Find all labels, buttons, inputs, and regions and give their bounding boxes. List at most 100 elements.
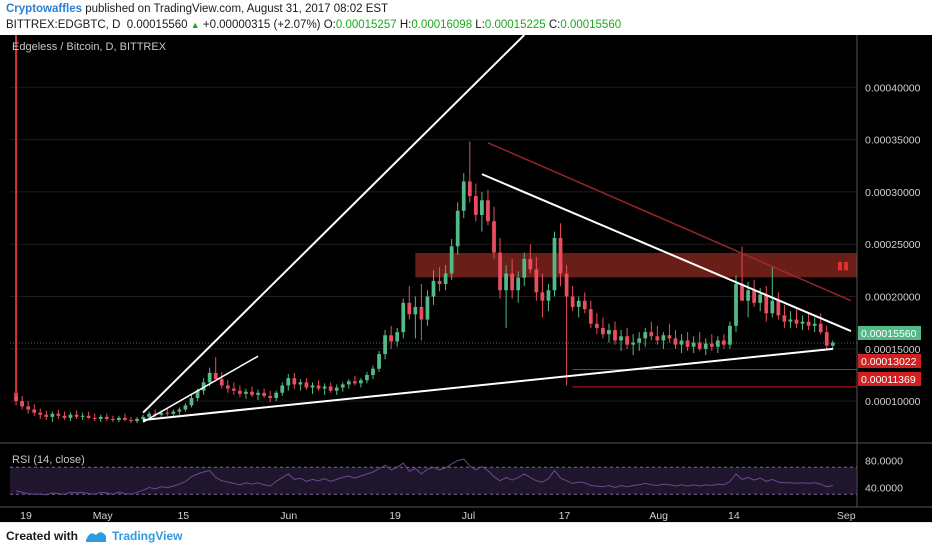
candle-body bbox=[340, 384, 345, 388]
candle-body bbox=[104, 416, 109, 419]
x-label-14: 14 bbox=[728, 510, 740, 522]
candle-body bbox=[280, 385, 285, 393]
candle-body bbox=[455, 210, 460, 247]
y-tick-label: 0.00025000 bbox=[865, 239, 921, 251]
candle-body bbox=[195, 390, 200, 399]
candle-body bbox=[625, 336, 629, 345]
support-trendline bbox=[142, 347, 833, 421]
x-label-aug: Aug bbox=[649, 510, 668, 522]
candle-body bbox=[504, 273, 508, 291]
candle-body bbox=[534, 269, 539, 293]
candle-body bbox=[649, 332, 654, 337]
candle-body bbox=[800, 321, 805, 324]
price-chart[interactable]: ▮▮ Edgeless / Bitcoin, D, BITTREX 0.0001… bbox=[0, 35, 932, 522]
candle-body bbox=[782, 315, 787, 322]
resistance-zone bbox=[415, 252, 857, 278]
candle-body bbox=[709, 343, 714, 347]
candle-body bbox=[480, 200, 484, 215]
candle-body bbox=[552, 237, 557, 291]
candle-body bbox=[582, 300, 587, 310]
drawn-trendlines bbox=[15, 35, 852, 423]
candle-body bbox=[655, 336, 660, 341]
rsi-band bbox=[10, 467, 857, 495]
candle-body bbox=[643, 332, 648, 339]
candle-body bbox=[165, 412, 170, 414]
candle-body bbox=[171, 411, 176, 414]
current-price-text: 0.00015560 bbox=[861, 328, 917, 340]
upper-channel-line bbox=[487, 142, 852, 302]
current-price-badge bbox=[858, 326, 921, 340]
rsi-tick-40: 40.0000 bbox=[865, 483, 903, 495]
candle-body bbox=[225, 385, 230, 389]
candle-body bbox=[92, 417, 97, 419]
y-tick-label: 0.00010000 bbox=[865, 396, 921, 408]
candle-body bbox=[328, 386, 333, 391]
level1-badge bbox=[858, 354, 921, 368]
candle-body bbox=[449, 246, 454, 274]
candle-body bbox=[528, 258, 533, 270]
candle-body bbox=[298, 382, 303, 385]
candle-body bbox=[431, 280, 436, 297]
candle-body bbox=[62, 415, 67, 418]
candle-body bbox=[570, 296, 575, 307]
symbol-text: BITTREX:EDGBTC, D bbox=[6, 19, 121, 31]
candle-body bbox=[147, 413, 152, 417]
candle-body bbox=[746, 290, 750, 301]
candle-body bbox=[601, 327, 605, 335]
candle-body bbox=[776, 300, 781, 316]
candle-body bbox=[703, 343, 708, 349]
falling-trendline bbox=[481, 173, 852, 332]
candle-body bbox=[564, 273, 569, 297]
candle-body bbox=[68, 414, 73, 418]
candle-body bbox=[437, 280, 442, 284]
candle-body bbox=[268, 395, 273, 399]
time-axis[interactable]: 19 May 15 Jun 19 Jul 17 Aug 14 Sep bbox=[20, 510, 856, 522]
tradingview-link[interactable]: TradingView bbox=[112, 529, 183, 543]
x-label-sep: Sep bbox=[837, 510, 856, 522]
candle-body bbox=[722, 340, 726, 345]
candle-body bbox=[661, 335, 666, 341]
candle-body bbox=[383, 335, 387, 355]
candle-body bbox=[594, 323, 599, 328]
candle-body bbox=[86, 415, 91, 418]
y-tick-label: 0.00015000 bbox=[865, 344, 921, 356]
candle-body bbox=[812, 323, 817, 326]
candles bbox=[14, 141, 835, 424]
low-label: L: bbox=[475, 19, 485, 31]
candle-body bbox=[588, 309, 593, 324]
published-text: published on TradingView.com, August 31,… bbox=[85, 3, 389, 15]
candle-body bbox=[201, 382, 206, 391]
candle-body bbox=[256, 392, 260, 395]
candle-body bbox=[117, 417, 121, 420]
candle-body bbox=[401, 302, 406, 333]
candle-body bbox=[673, 338, 678, 345]
candle-body bbox=[123, 417, 127, 420]
candle-body bbox=[359, 380, 363, 384]
rsi-tick-80: 80.0000 bbox=[865, 456, 903, 468]
candle-body bbox=[80, 415, 85, 417]
y-tick-label: 0.00030000 bbox=[865, 187, 921, 199]
chart-title: Edgeless / Bitcoin, D, BITTREX bbox=[12, 41, 167, 53]
candle-body bbox=[467, 181, 472, 197]
candle-body bbox=[818, 323, 823, 333]
author-link[interactable]: Cryptowaffles bbox=[6, 3, 83, 15]
candle-body bbox=[395, 332, 400, 342]
last-price: 0.00015560 bbox=[126, 19, 188, 31]
y-tick-label: 0.00020000 bbox=[865, 292, 921, 304]
candle-body bbox=[141, 416, 145, 419]
x-label-19b: 19 bbox=[389, 510, 401, 522]
x-label-17: 17 bbox=[559, 510, 571, 522]
candle-body bbox=[715, 340, 720, 347]
x-label-may: May bbox=[93, 510, 114, 522]
candle-body bbox=[14, 392, 18, 402]
candle-body bbox=[734, 283, 738, 326]
candle-body bbox=[788, 319, 793, 322]
candle-body bbox=[365, 375, 369, 381]
level1-text: 0.00013022 bbox=[861, 356, 917, 368]
candle-body bbox=[794, 319, 799, 324]
candle-body bbox=[728, 325, 732, 345]
candle-body bbox=[824, 332, 829, 346]
price-axis[interactable]: 0.00010000 0.00015000 0.00020000 0.00025000… bbox=[865, 82, 921, 408]
y-tick-label: 0.00040000 bbox=[865, 82, 921, 94]
candle-body bbox=[32, 409, 37, 413]
